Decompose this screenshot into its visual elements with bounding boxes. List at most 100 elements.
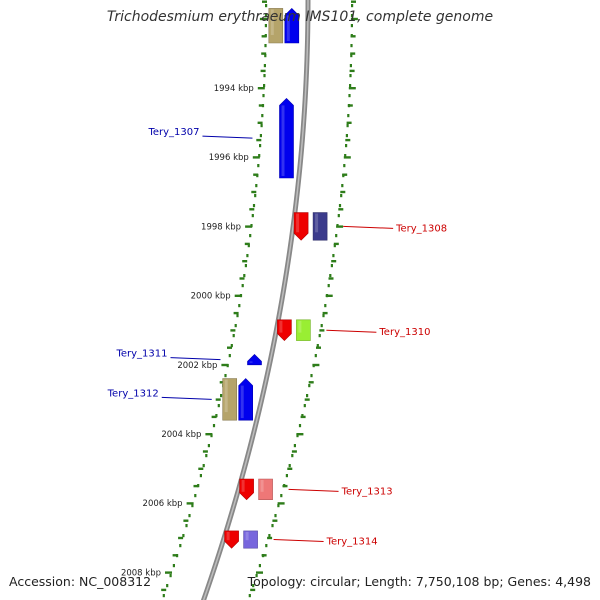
- gene-label[interactable]: Tery_1311: [115, 349, 167, 360]
- gene-feature[interactable]: [296, 319, 311, 341]
- scale-tick: [347, 104, 353, 107]
- gene-Tery_1313[interactable]: [239, 478, 254, 501]
- scale-tick: [221, 363, 229, 367]
- labels-layer: Tery_1307 Tery_1308 Tery_1310 Tery_1311 Tery…: [107, 127, 447, 547]
- gene-Tery_1312[interactable]: [238, 378, 253, 421]
- gene-Tery_1307[interactable]: [279, 97, 294, 179]
- track-guide-dot: [274, 514, 277, 518]
- scale-tick: [257, 121, 263, 124]
- gene-arrow-shine: [249, 361, 253, 363]
- track-guide-dot: [344, 154, 347, 158]
- track-guide-dot: [318, 334, 321, 338]
- track-guide-dot: [264, 24, 267, 28]
- track-guide-dot: [340, 194, 343, 198]
- scale-tick: [230, 329, 236, 332]
- track-guide-dot: [265, 544, 268, 548]
- track-guide-dot: [188, 514, 191, 518]
- track-guide-dot: [246, 254, 249, 258]
- gene-feature[interactable]: [268, 8, 284, 44]
- gene-Tery_1311[interactable]: [247, 353, 262, 366]
- track-guide-dot: [252, 584, 255, 588]
- scale-tick: [211, 415, 217, 419]
- track-guide-dot: [347, 114, 350, 118]
- gene-label[interactable]: Tery_1313: [341, 486, 393, 497]
- gene-arrow-shine: [241, 480, 245, 492]
- gene-arrow-shine: [286, 15, 290, 41]
- scale-tick: [165, 571, 172, 574]
- gene-label-leader: [273, 539, 324, 543]
- scale-tick: [261, 554, 267, 557]
- track-guide-dot: [308, 384, 311, 388]
- gene-Tery_1314[interactable]: [224, 530, 239, 549]
- scale-tick: [178, 536, 184, 540]
- gene-arrow-shine: [260, 480, 264, 492]
- scale-tick: [333, 242, 339, 246]
- scale-tick: [277, 502, 285, 505]
- gene-Tery_1310[interactable]: [277, 319, 292, 342]
- scale-tick: [296, 433, 304, 436]
- track-guide-dot: [338, 204, 342, 208]
- track-guide-dot: [215, 414, 218, 418]
- gene-label[interactable]: Tery_1307: [147, 127, 199, 138]
- gene-arrow-shine: [279, 320, 283, 333]
- gene-arrow-shine: [281, 105, 285, 176]
- gene-label-leader: [161, 396, 212, 400]
- scale-tick: [215, 398, 221, 401]
- scale-tick: [312, 363, 320, 367]
- scale-tick: [260, 69, 266, 73]
- scale-tick: [351, 0, 356, 3]
- track-guide-dot: [205, 454, 208, 458]
- gene-arrow-shine: [315, 213, 319, 233]
- track-guide-dot: [172, 564, 175, 568]
- gene-label[interactable]: Tery_1312: [107, 388, 159, 399]
- track-guide-dot: [265, 4, 268, 8]
- track-guide-dot: [264, 54, 267, 58]
- gene-arrow-shine: [296, 213, 300, 233]
- track-guide-dot: [349, 74, 352, 78]
- gene-label-leader: [170, 357, 221, 361]
- scale-tick: [233, 311, 239, 315]
- track-guide-dot: [194, 494, 197, 498]
- scale-tick-label: 2004 kbp: [161, 430, 201, 440]
- scale-tick: [282, 484, 288, 488]
- track-guide-dot: [191, 504, 194, 508]
- track-guide-dot: [254, 194, 257, 198]
- gene-feature[interactable]: [258, 478, 273, 501]
- scale-tick: [291, 450, 297, 453]
- track-guide-dot: [350, 54, 353, 58]
- track-guide-dot: [255, 184, 258, 188]
- track-guide-dot: [348, 94, 351, 98]
- track-guide-dot: [202, 464, 205, 468]
- track-guide-dot: [238, 304, 241, 308]
- track-guide-dot: [350, 14, 354, 18]
- gene-label[interactable]: Tery_1314: [326, 537, 378, 548]
- scale-tick: [331, 260, 337, 263]
- gene-label[interactable]: Tery_1310: [378, 327, 430, 338]
- gene-feature[interactable]: [243, 530, 258, 549]
- track-guide-dot: [258, 564, 261, 568]
- scale-tick: [256, 138, 262, 142]
- track-guide-dot: [350, 44, 353, 48]
- track-guide-dot: [263, 84, 266, 88]
- track-guide-dot: [220, 394, 223, 398]
- track-guide-dot: [259, 144, 262, 148]
- scale-tick-label: 1994 kbp: [214, 84, 254, 94]
- gene-feature[interactable]: [222, 378, 237, 421]
- track-guide-dot: [236, 314, 239, 318]
- gene-label[interactable]: Tery_1308: [395, 223, 447, 234]
- scale-tick: [202, 450, 208, 453]
- track-guide-dot: [262, 94, 265, 98]
- scale-tick: [253, 173, 259, 176]
- track-guide-dot: [277, 504, 280, 508]
- track-guide-dot: [349, 64, 352, 68]
- track-guide-dot: [179, 544, 182, 548]
- scale-tick: [336, 225, 344, 228]
- gene-feature[interactable]: [312, 212, 328, 241]
- track-guide-dot: [224, 374, 227, 378]
- track-guide-dot: [182, 534, 185, 538]
- gene-arrow-body: [247, 353, 262, 366]
- track-guide-dot: [327, 284, 330, 288]
- gene-Tery_1308[interactable]: [293, 212, 309, 241]
- gene-feature[interactable]: [284, 7, 300, 44]
